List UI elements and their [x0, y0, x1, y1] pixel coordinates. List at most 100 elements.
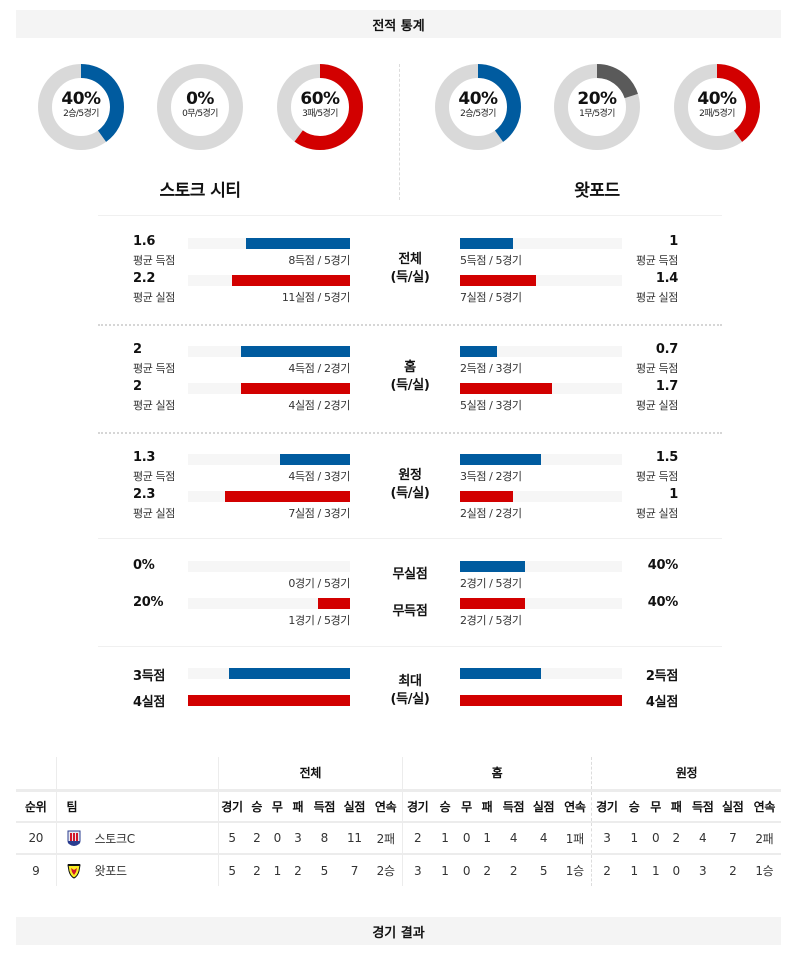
home-max-for-bar [188, 668, 350, 679]
rank-cell: 9 [32, 863, 40, 878]
away-home-for-label: 평균 득점 [636, 362, 678, 375]
away-win-donut: 40% 2승/5경기 [435, 64, 521, 150]
no-score-label: 무득점 [392, 604, 428, 619]
section-header-record-stats: 전적 통계 [16, 10, 781, 38]
home-stat-cell: 1패 [558, 822, 592, 855]
group-header-away: 원정 [591, 757, 781, 792]
team-name: 왓포드 [94, 864, 128, 878]
home-away-against-avg: 2.3 [133, 487, 156, 502]
home-home-for-label: 평균 득점 [133, 362, 175, 375]
col-total-5: 실점 [339, 790, 370, 823]
col-rank: 순위 [16, 790, 57, 823]
donut-percent: 20% [577, 89, 617, 109]
away-home-for-caption: 2득점 / 3경기 [460, 362, 522, 375]
away-away-for-caption: 3득점 / 2경기 [460, 470, 522, 483]
col-home-2: 무 [457, 790, 476, 823]
home-stat-cell: 5 [539, 863, 548, 878]
group-label-line2: (득/실) [390, 270, 430, 285]
away-total-for-caption: 5득점 / 5경기 [460, 254, 522, 267]
col-away-1: 승 [621, 790, 647, 823]
max-label: 최대 (득/실) [360, 673, 460, 709]
group-label-home: 홈 (득/실) [360, 359, 460, 395]
donut-percent: 40% [458, 89, 498, 109]
section-title: 경기 결과 [372, 925, 425, 941]
donut-ring-icon [435, 64, 521, 150]
home-max-for: 3득점 [133, 669, 166, 684]
standings-table: 전체 홈 원정 순위 팀 경기 승 무 패 득점 실점 연속 경기 승 무 패 득점 실점 연속 경기 승 무 패… [16, 757, 781, 886]
away-away-against-bar [460, 491, 622, 502]
donut-percent: 60% [300, 89, 340, 109]
divider [98, 646, 722, 647]
col-away-5: 실점 [717, 790, 748, 823]
max-label-line2: (득/실) [390, 692, 430, 707]
away-draw-donut: 20% 1무/5경기 [554, 64, 640, 150]
away-home-against-avg: 1.7 [655, 379, 678, 394]
donut-sub: 2패/5경기 [699, 109, 735, 119]
home-max-against-bar [188, 695, 350, 706]
away-stat-cell: 1 [652, 863, 660, 878]
col-total-1: 승 [245, 790, 269, 823]
donut-ring-icon [674, 64, 760, 150]
col-away-0: 경기 [591, 790, 622, 823]
home-stat-cell: 1 [432, 822, 458, 855]
donut-ring-icon [554, 64, 640, 150]
away-away-against-label: 평균 실점 [636, 507, 678, 520]
group-label-line2: (득/실) [390, 378, 430, 393]
divider [98, 538, 722, 539]
away-total-for-avg: 1 [669, 234, 678, 249]
col-total-2: 무 [268, 790, 287, 823]
away-stat-cell: 3 [591, 822, 622, 855]
team-cell[interactable]: 왓포드 [55, 854, 219, 886]
col-home-5: 실점 [528, 790, 559, 823]
away-no-score-caption: 2경기 / 5경기 [460, 614, 522, 627]
away-clean-sheet-pct: 40% [647, 558, 679, 573]
donut-sub: 2승/5경기 [63, 109, 99, 119]
home-stat-cell: 4 [498, 822, 529, 855]
home-stat-cell: 2 [483, 863, 491, 878]
donut-ring-icon [277, 64, 363, 150]
col-total-0: 경기 [217, 790, 246, 823]
away-away-for-label: 평균 득점 [636, 470, 678, 483]
total-stat-cell: 1 [273, 863, 282, 878]
group-label-line2: (득/실) [390, 486, 430, 501]
stoke-crest-icon [67, 830, 81, 846]
home-total-for-label: 평균 득점 [133, 254, 175, 267]
away-stat-cell: 2 [591, 854, 622, 886]
home-team-name[interactable]: 스토크 시티 [159, 181, 241, 201]
total-stat-cell: 2승 [376, 864, 395, 878]
away-loss-donut: 40% 2패/5경기 [674, 64, 760, 150]
away-max-against: 4실점 [645, 695, 678, 710]
col-away-6: 연속 [747, 790, 781, 823]
away-stat-cell: 1 [621, 822, 647, 855]
home-away-against-caption: 7실점 / 3경기 [288, 507, 350, 520]
col-away-4: 득점 [687, 790, 718, 823]
away-away-against-caption: 2실점 / 2경기 [460, 507, 522, 520]
home-no-score-caption: 1경기 / 5경기 [288, 614, 350, 627]
empty-header [55, 757, 219, 792]
away-away-for-avg: 1.5 [655, 450, 678, 465]
home-total-against-label: 평균 실점 [133, 291, 175, 304]
rank-cell: 20 [16, 822, 57, 855]
away-home-for-avg: 0.7 [655, 342, 678, 357]
away-team-name[interactable]: 왓포드 [574, 181, 620, 201]
dotted-divider [98, 324, 722, 326]
donut-sub: 1무/5경기 [579, 109, 615, 119]
total-stat-cell: 5 [320, 863, 329, 878]
donut-sub: 2승/5경기 [460, 109, 496, 119]
home-no-score-pct: 20% [133, 595, 164, 610]
home-home-for-avg: 2 [133, 342, 142, 357]
home-home-against-avg: 2 [133, 379, 142, 394]
total-stat-cell: 3 [286, 822, 310, 855]
away-max-for: 2득점 [645, 669, 678, 684]
total-stat-cell: 2 [253, 863, 261, 878]
home-total-for-avg: 1.6 [133, 234, 156, 249]
team-cell[interactable]: 스토크C [55, 822, 219, 855]
col-home-6: 연속 [558, 790, 592, 823]
home-away-against-bar [188, 491, 350, 502]
table-row: 9 왓포드 5 2 1 2 5 7 2승 3 1 0 2 2 5 1승 2 1 1 0 3 2 1승 [16, 854, 781, 886]
total-stat-cell: 7 [350, 863, 359, 878]
away-total-against-label: 평균 실점 [636, 291, 678, 304]
divider [98, 215, 722, 216]
home-stat-cell: 1 [475, 822, 499, 855]
home-total-against-avg: 2.2 [133, 271, 156, 286]
